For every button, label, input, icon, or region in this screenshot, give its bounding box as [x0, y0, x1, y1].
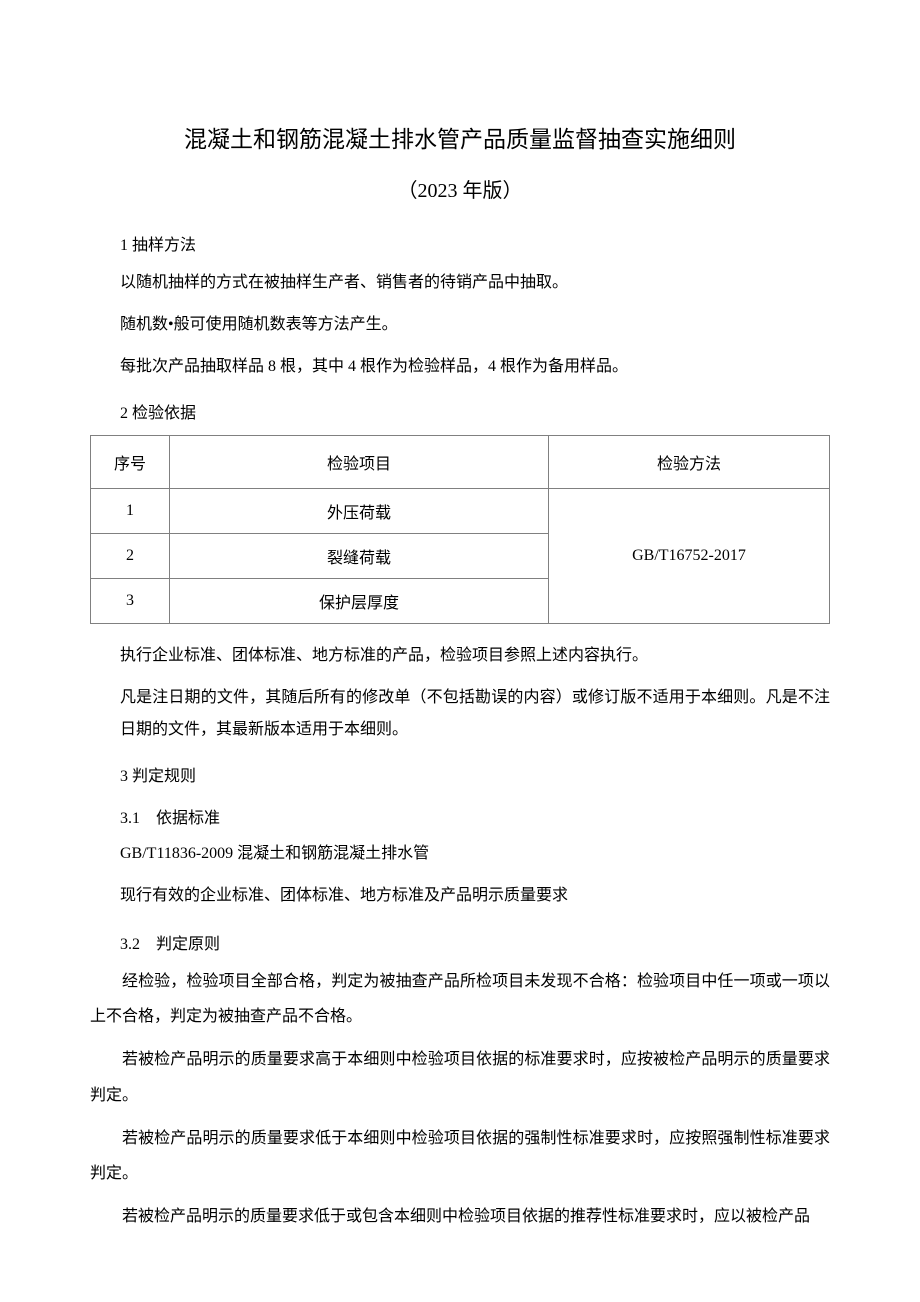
- section-2-heading: 2 检验依据: [120, 399, 830, 423]
- section-2-para-1: 执行企业标准、团体标准、地方标准的产品，检验项目参照上述内容执行。: [120, 640, 830, 672]
- document-subtitle: （2023 年版）: [90, 174, 830, 203]
- cell-method: GB/T16752-2017: [549, 489, 830, 624]
- cell-item: 外压荷载: [170, 489, 549, 534]
- col-header-seq: 序号: [91, 436, 170, 489]
- section-3-1-heading: 3.1 依据标准: [120, 804, 830, 828]
- cell-item: 裂缝荷载: [170, 534, 549, 579]
- col-header-method: 检验方法: [549, 436, 830, 489]
- cell-seq: 1: [91, 489, 170, 534]
- col-header-item: 检验项目: [170, 436, 549, 489]
- document-title: 混凝土和钢筋混凝土排水管产品质量监督抽查实施细则: [90, 120, 830, 154]
- section-1-para-2: 随机数•般可使用随机数表等方法产生。: [120, 309, 830, 341]
- section-1-heading: 1 抽样方法: [120, 231, 830, 255]
- section-3-1-para-a: GB/T11836-2009 混凝土和钢筋混凝土排水管: [120, 838, 830, 870]
- table-row: 1 外压荷载 GB/T16752-2017: [91, 489, 830, 534]
- section-3-2-para-a: 经检验，检验项目全部合格，判定为被抽查产品所检项目未发现不合格：检验项目中任一项…: [90, 964, 830, 1034]
- section-3-2-para-c: 若被检产品明示的质量要求低于本细则中检验项目依据的强制性标准要求时，应按照强制性…: [90, 1121, 830, 1191]
- section-3-2-para-b: 若被检产品明示的质量要求高于本细则中检验项目依据的标准要求时，应按被检产品明示的…: [90, 1042, 830, 1112]
- document-page: 混凝土和钢筋混凝土排水管产品质量监督抽查实施细则 （2023 年版） 1 抽样方…: [0, 0, 920, 1302]
- section-2-para-2: 凡是注日期的文件，其随后所有的修改单（不包括勘误的内容）或修订版不适用于本细则。…: [120, 682, 830, 746]
- section-3-1-para-b: 现行有效的企业标准、团体标准、地方标准及产品明示质量要求: [120, 880, 830, 912]
- cell-seq: 3: [91, 579, 170, 624]
- section-1-para-1: 以随机抽样的方式在被抽样生产者、销售者的待销产品中抽取。: [120, 267, 830, 299]
- cell-seq: 2: [91, 534, 170, 579]
- section-3-heading: 3 判定规则: [120, 762, 830, 786]
- section-3-2-heading: 3.2 判定原则: [120, 930, 830, 954]
- inspection-table: 序号 检验项目 检验方法 1 外压荷载 GB/T16752-2017 2 裂缝荷…: [90, 435, 830, 624]
- cell-item: 保护层厚度: [170, 579, 549, 624]
- section-3-2-para-d: 若被检产品明示的质量要求低于或包含本细则中检验项目依据的推荐性标准要求时，应以被…: [90, 1199, 830, 1234]
- section-1-para-3: 每批次产品抽取样品 8 根，其中 4 根作为检验样品，4 根作为备用样品。: [120, 351, 830, 383]
- table-header-row: 序号 检验项目 检验方法: [91, 436, 830, 489]
